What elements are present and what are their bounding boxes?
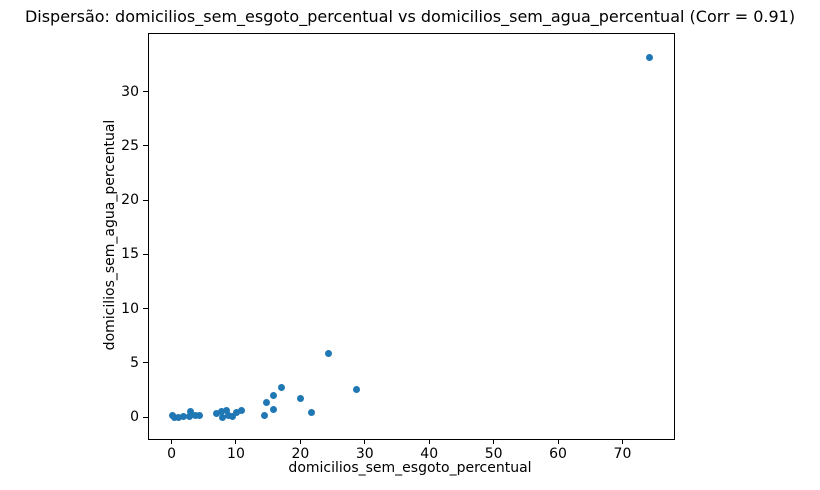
scatter-point <box>222 407 230 415</box>
scatter-point <box>213 409 221 417</box>
x-tick-label: 30 <box>355 446 374 462</box>
scatter-point <box>186 412 194 420</box>
scatter-point <box>180 413 188 421</box>
y-tick-mark <box>143 199 148 201</box>
y-tick-mark <box>143 145 148 147</box>
y-axis-label: domicilios_sem_agua_percentual <box>102 119 118 351</box>
plot-area: 0 10 20 30 40 50 60 70 0 5 10 15 20 25 30 <box>121 33 675 461</box>
y-tick-label: 5 <box>130 354 139 371</box>
y-tick-mark <box>143 253 148 255</box>
scatter-point <box>261 411 269 419</box>
y-tick-label: 30 <box>121 83 139 100</box>
scatter-point <box>646 54 654 62</box>
x-tick-label: 20 <box>291 446 310 462</box>
scatter-point <box>191 411 199 419</box>
scatter-point <box>296 395 304 403</box>
x-tick-mark <box>235 439 237 444</box>
y-tick-label: 25 <box>121 137 139 154</box>
scatter-point <box>263 398 271 406</box>
y-tick-mark <box>143 308 148 310</box>
y-tick-label: 0 <box>130 409 139 426</box>
y-tick-label: 10 <box>121 300 139 317</box>
x-tick-label: 50 <box>484 446 503 462</box>
scatter-point <box>228 413 236 421</box>
scatter-point <box>195 412 203 420</box>
scatter-point <box>218 413 226 421</box>
x-axis-label: domicilios_sem_esgoto_percentual <box>288 460 532 476</box>
scatter-point <box>237 407 245 415</box>
scatter-point <box>217 408 225 416</box>
y-tick-mark <box>143 416 148 418</box>
x-tick-mark <box>299 439 301 444</box>
y-tick-label: 15 <box>121 246 139 263</box>
y-tick-label: 20 <box>121 192 139 209</box>
x-tick-label: 70 <box>613 446 632 462</box>
x-tick-label: 40 <box>420 446 439 462</box>
x-tick-mark <box>557 439 559 444</box>
scatter-point <box>187 408 195 416</box>
scatter-point <box>170 413 178 421</box>
x-tick-mark <box>428 439 430 444</box>
x-tick-label: 60 <box>549 446 567 462</box>
scatter-point <box>269 405 277 413</box>
x-tick-mark <box>621 439 623 444</box>
scatter-point <box>270 391 278 399</box>
y-tick-mark <box>143 91 148 93</box>
x-tick-mark <box>364 439 366 444</box>
scatter-point <box>175 413 183 421</box>
x-tick-mark <box>493 439 495 444</box>
scatter-point <box>277 383 285 391</box>
scatter-point <box>352 386 360 394</box>
scatter-point <box>233 408 241 416</box>
scatter-point <box>308 409 316 417</box>
x-tick-label: 0 <box>167 446 176 462</box>
chart-title: Dispersão: domicilios_sem_esgoto_percent… <box>24 7 796 26</box>
x-tick-label: 10 <box>227 446 245 462</box>
y-tick-mark <box>143 362 148 364</box>
scatter-point <box>325 349 333 357</box>
x-tick-mark <box>171 439 173 444</box>
